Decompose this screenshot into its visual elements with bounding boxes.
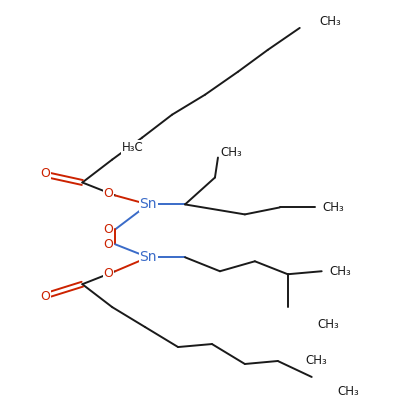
Text: CH₃: CH₃ [320, 16, 342, 28]
Text: CH₃: CH₃ [338, 386, 359, 398]
Text: CH₃: CH₃ [306, 354, 328, 368]
Text: Sn: Sn [139, 250, 157, 264]
Text: Sn: Sn [139, 198, 157, 212]
Text: O: O [40, 167, 50, 180]
Text: O: O [40, 290, 50, 303]
Text: O: O [103, 187, 113, 200]
Text: CH₃: CH₃ [318, 318, 340, 330]
Text: H₃C: H₃C [122, 141, 143, 154]
Text: O: O [103, 223, 113, 236]
Text: O: O [103, 267, 113, 280]
Text: CH₃: CH₃ [220, 146, 242, 159]
Text: CH₃: CH₃ [330, 265, 351, 278]
Text: O: O [103, 238, 113, 251]
Text: CH₃: CH₃ [323, 201, 344, 214]
